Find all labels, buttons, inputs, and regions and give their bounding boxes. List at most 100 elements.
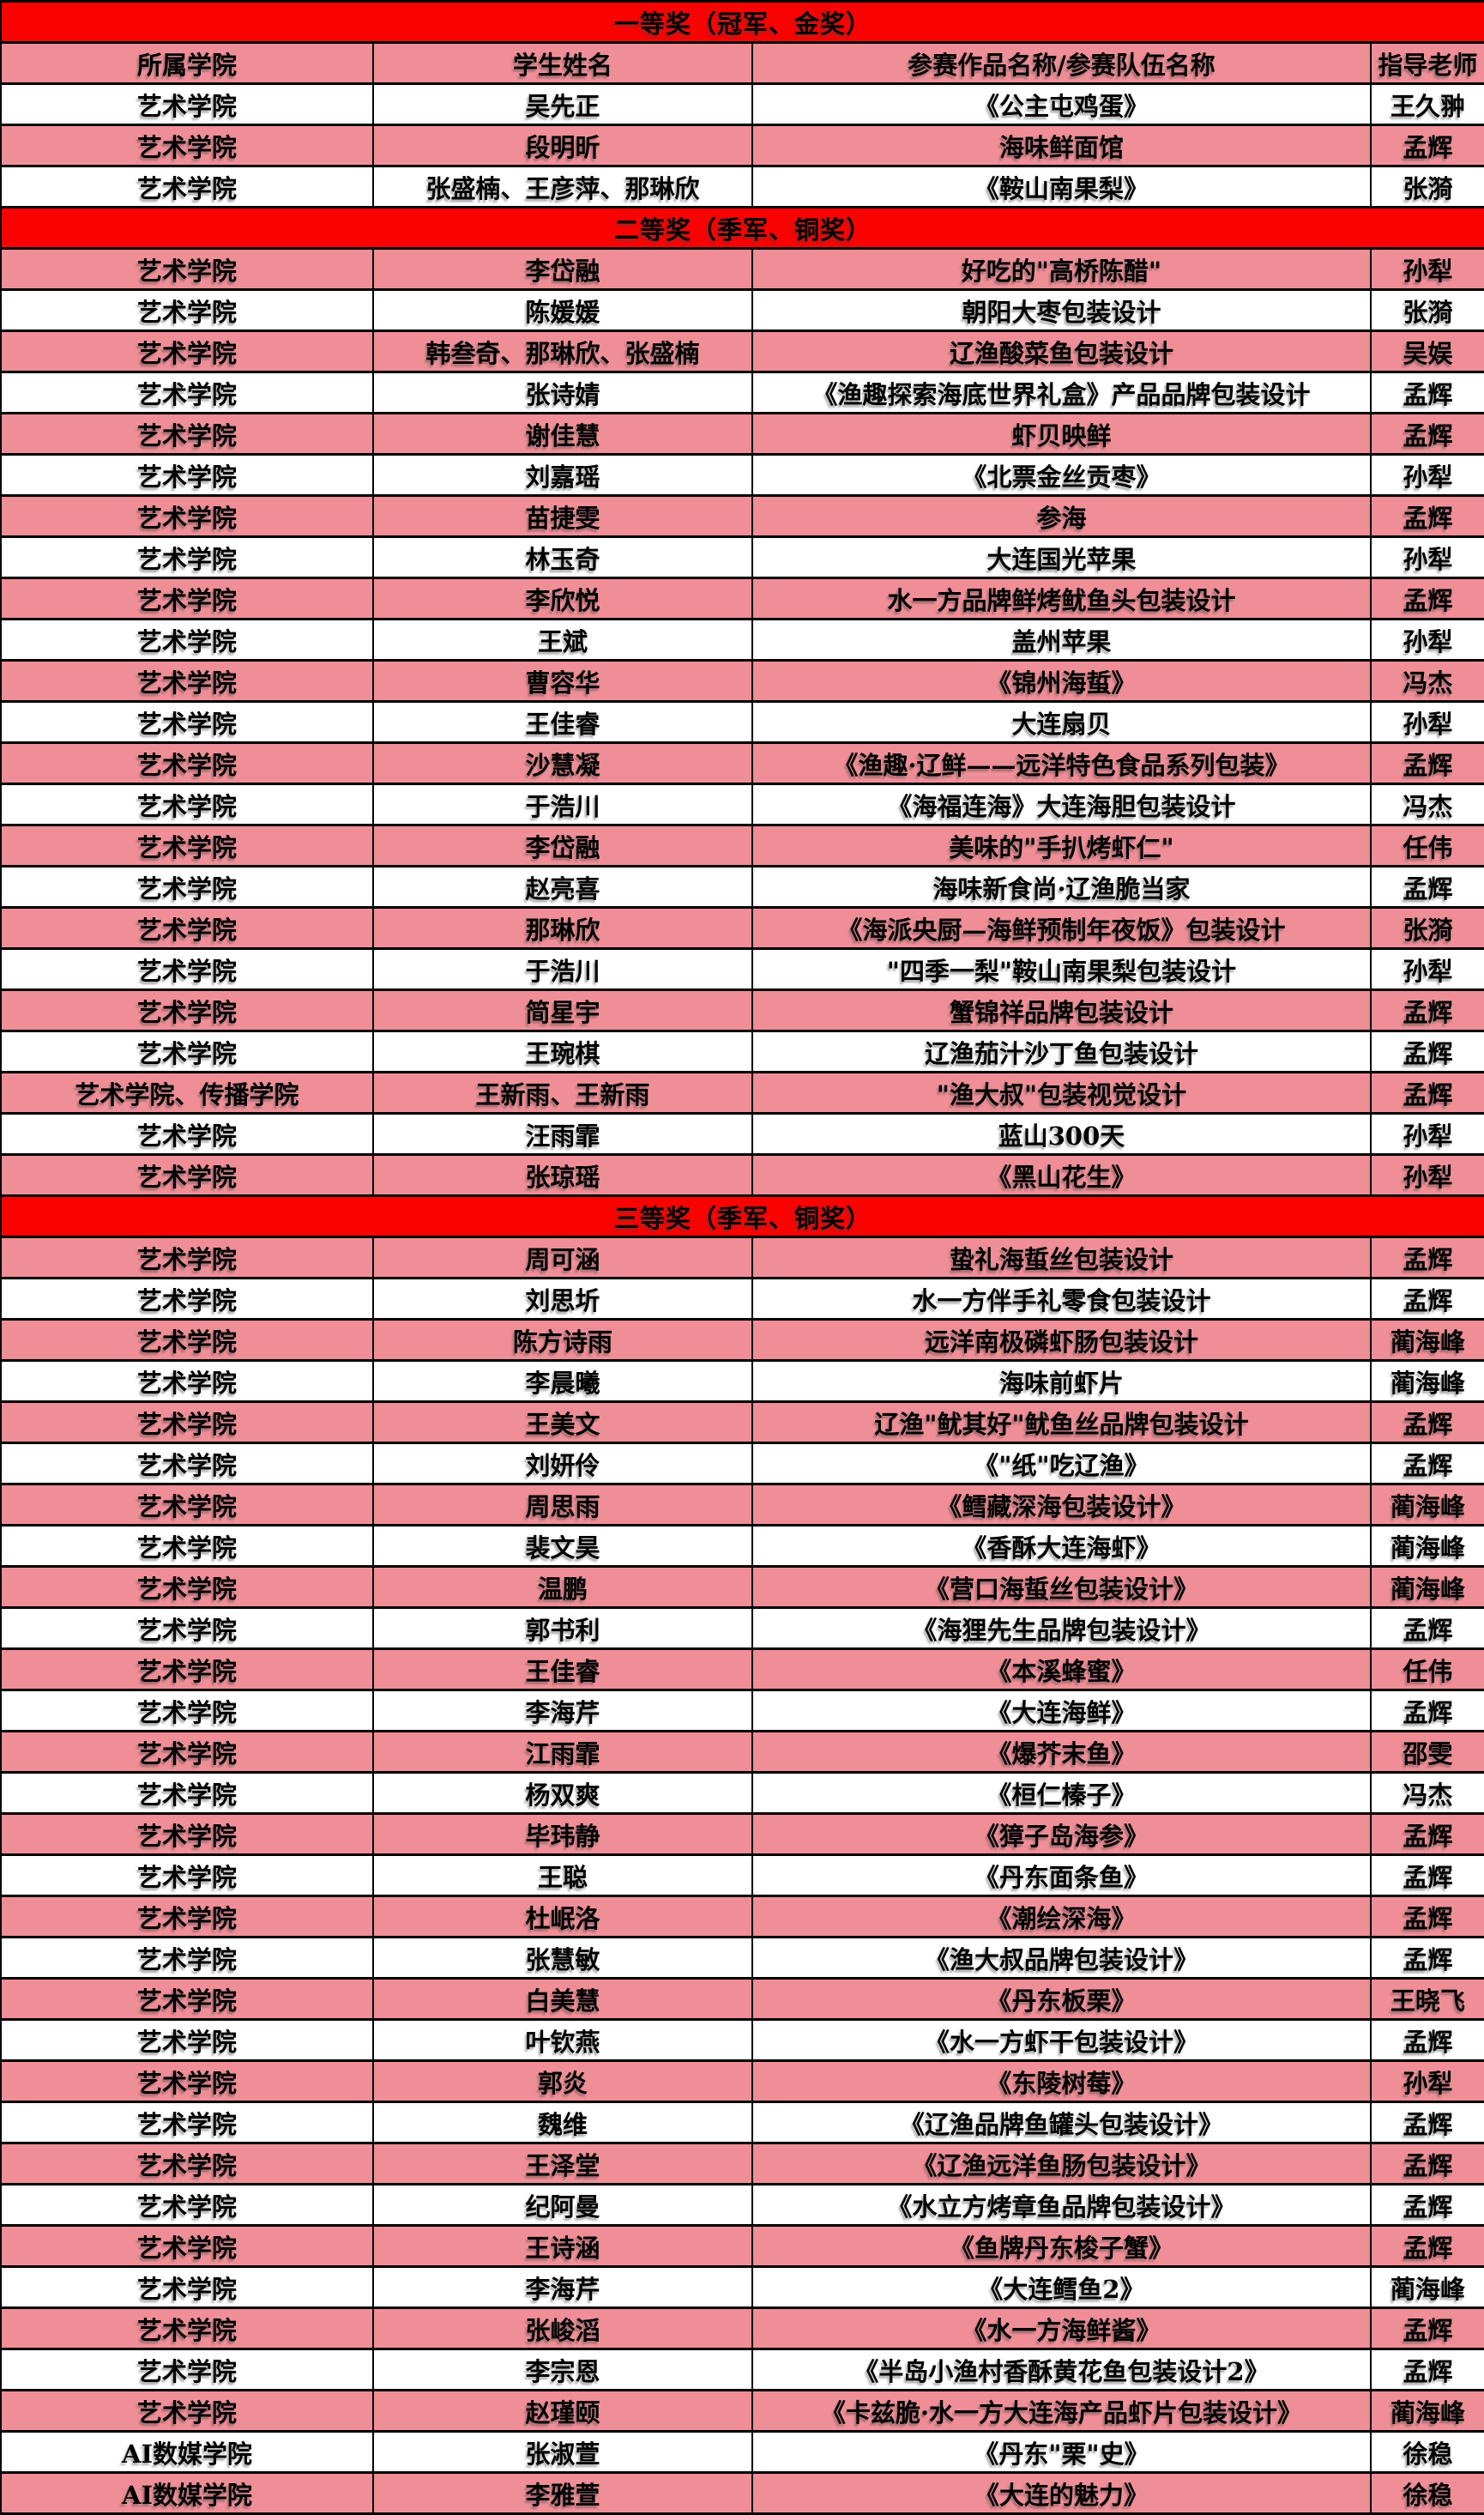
table-row: 艺术学院 张诗婧 《渔趣探索海底世界礼盒》产品品牌包装设计 孟辉 xyxy=(0,371,1484,414)
college-cell: 艺术学院 xyxy=(0,288,374,332)
college-cell: 艺术学院 xyxy=(0,165,374,209)
student-cell: 那琳欣 xyxy=(372,906,753,950)
teacher-cell: 孟辉 xyxy=(1369,577,1484,620)
table-row: 艺术学院 王斌 盖州苹果 孙犁 xyxy=(0,618,1484,662)
work-cell: "四季一梨"鞍山南果梨包装设计 xyxy=(751,947,1372,991)
table-row: 艺术学院 杨双爽 《桓仁榛子》 冯杰 xyxy=(0,1771,1484,1815)
work-cell: 虾贝映鲜 xyxy=(751,412,1372,456)
teacher-cell: 孟辉 xyxy=(1369,1442,1484,1485)
teacher-cell: 吴娱 xyxy=(1369,329,1484,373)
table-row: 艺术学院 谢佳慧 虾贝映鲜 孟辉 xyxy=(0,412,1484,456)
table-row: 艺术学院 纪阿曼 《水立方烤章鱼品牌包装设计》 孟辉 xyxy=(0,2183,1484,2227)
student-cell: 周可涵 xyxy=(372,1236,753,1279)
college-cell: 艺术学院 xyxy=(0,1977,374,2021)
college-cell: 艺术学院 xyxy=(0,1606,374,1650)
work-cell: 朝阳大枣包装设计 xyxy=(751,288,1372,332)
teacher-cell: 孟辉 xyxy=(1369,1400,1484,1444)
college-cell: 艺术学院 xyxy=(0,1936,374,1980)
table-row: 艺术学院 王诗涵 《鱼牌丹东梭子蟹》 孟辉 xyxy=(0,2224,1484,2268)
work-cell: 《鞍山南果梨》 xyxy=(751,165,1372,209)
college-cell: 艺术学院 xyxy=(0,1318,374,1362)
teacher-cell: 蔺海峰 xyxy=(1369,1483,1484,1527)
table-row: 艺术学院 魏维 《辽渔品牌鱼罐头包装设计》 孟辉 xyxy=(0,2101,1484,2144)
student-cell: 纪阿曼 xyxy=(372,2183,753,2227)
college-cell: 艺术学院 xyxy=(0,988,374,1032)
table-row: 艺术学院 苗捷雯 参海 孟辉 xyxy=(0,494,1484,538)
work-cell: 《营口海蜇丝包装设计》 xyxy=(751,1565,1372,1609)
table-row: 艺术学院 张盛楠、王彦萍、那琳欣 《鞍山南果梨》 张漪 xyxy=(0,165,1484,209)
teacher-cell: 徐稳 xyxy=(1369,2471,1484,2515)
work-cell: 《锦州海蜇》 xyxy=(751,659,1372,703)
college-cell: 艺术学院 xyxy=(0,2306,374,2350)
table-row: 艺术学院 吴先正 《公主屯鸡蛋》 王久翀 xyxy=(0,82,1484,126)
student-cell: 郭炎 xyxy=(372,2059,753,2103)
teacher-cell: 孟辉 xyxy=(1369,2183,1484,2227)
teacher-cell: 孙犁 xyxy=(1369,947,1484,991)
student-cell: 张淑萱 xyxy=(372,2430,753,2474)
teacher-cell: 孟辉 xyxy=(1369,1606,1484,1650)
table-row: 艺术学院 王琬棋 辽渔茄汁沙丁鱼包装设计 孟辉 xyxy=(0,1030,1484,1073)
student-cell: 王佳睿 xyxy=(372,1647,753,1691)
college-cell: 艺术学院 xyxy=(0,124,374,167)
teacher-cell: 孟辉 xyxy=(1369,865,1484,909)
section-header: 三等奖（季军、铜奖） xyxy=(0,1194,1484,1238)
teacher-cell: 孟辉 xyxy=(1369,1236,1484,1279)
college-cell: 艺术学院 xyxy=(0,453,374,497)
column-header: 指导老师 xyxy=(1369,41,1484,85)
student-cell: 刘嘉瑶 xyxy=(372,453,753,497)
work-cell: 远洋南极磷虾肠包装设计 xyxy=(751,1318,1372,1362)
column-header-row: 所属学院 学生姓名 参赛作品名称/参赛队伍名称 指导老师 xyxy=(0,41,1484,85)
college-cell: 艺术学院 xyxy=(0,1030,374,1073)
student-cell: 李雅萱 xyxy=(372,2471,753,2515)
teacher-cell: 蔺海峰 xyxy=(1369,1318,1484,1362)
work-cell: 大连国光苹果 xyxy=(751,535,1372,579)
teacher-cell: 张漪 xyxy=(1369,288,1484,332)
student-cell: 李海芹 xyxy=(372,1689,753,1732)
student-cell: 吴先正 xyxy=(372,82,753,126)
college-cell: 艺术学院 xyxy=(0,2142,374,2186)
work-cell: 《东陵树莓》 xyxy=(751,2059,1372,2103)
section-header: 二等奖（季军、铜奖） xyxy=(0,206,1484,250)
student-cell: 李岱融 xyxy=(372,247,753,291)
college-cell: 艺术学院 xyxy=(0,2265,374,2309)
teacher-cell: 孙犁 xyxy=(1369,2059,1484,2103)
teacher-cell: 孙犁 xyxy=(1369,1112,1484,1156)
college-cell: AI数媒学院 xyxy=(0,2471,374,2515)
student-cell: 王佳睿 xyxy=(372,700,753,744)
table-row: 艺术学院 刘思圻 水一方伴手礼零食包装设计 孟辉 xyxy=(0,1277,1484,1321)
college-cell: 艺术学院 xyxy=(0,494,374,538)
teacher-cell: 冯杰 xyxy=(1369,659,1484,703)
student-cell: 陈媛媛 xyxy=(372,288,753,332)
college-cell: 艺术学院 xyxy=(0,2059,374,2103)
teacher-cell: 孟辉 xyxy=(1369,124,1484,167)
table-row: 艺术学院 李宗恩 《半岛小渔村香酥黄花鱼包装设计2》 孟辉 xyxy=(0,2348,1484,2391)
college-cell: 艺术学院 xyxy=(0,865,374,909)
teacher-cell: 张漪 xyxy=(1369,165,1484,209)
table-row: 艺术学院 于浩川 《海福连海》大连海胆包装设计 冯杰 xyxy=(0,783,1484,826)
work-cell: 《鱼牌丹东梭子蟹》 xyxy=(751,2224,1372,2268)
table-row: 艺术学院 王美文 辽渔"鱿其好"鱿鱼丝品牌包装设计 孟辉 xyxy=(0,1400,1484,1444)
teacher-cell: 孟辉 xyxy=(1369,1277,1484,1321)
college-cell: 艺术学院 xyxy=(0,2183,374,2227)
teacher-cell: 孟辉 xyxy=(1369,2224,1484,2268)
table-row: AI数媒学院 张淑萱 《丹东"栗"史》 徐稳 xyxy=(0,2430,1484,2474)
college-cell: 艺术学院 xyxy=(0,741,374,785)
student-cell: 于浩川 xyxy=(372,947,753,991)
teacher-cell: 孟辉 xyxy=(1369,2348,1484,2391)
college-cell: 艺术学院 xyxy=(0,1565,374,1609)
table-row: 艺术学院 陈媛媛 朝阳大枣包装设计 张漪 xyxy=(0,288,1484,332)
teacher-cell: 孟辉 xyxy=(1369,1936,1484,1980)
table-row: 艺术学院 韩叁奇、那琳欣、张盛楠 辽渔酸菜鱼包装设计 吴娱 xyxy=(0,329,1484,373)
college-cell: 艺术学院 xyxy=(0,906,374,950)
student-cell: 李欣悦 xyxy=(372,577,753,620)
work-cell: 《卡兹脆·水一方大连海产品虾片包装设计》 xyxy=(751,2389,1372,2433)
student-cell: 李海芹 xyxy=(372,2265,753,2309)
college-cell: 艺术学院 xyxy=(0,1277,374,1321)
table-row: 艺术学院 毕玮静 《獐子岛海参》 孟辉 xyxy=(0,1812,1484,1856)
teacher-cell: 孙犁 xyxy=(1369,247,1484,291)
student-cell: 魏维 xyxy=(372,2101,753,2144)
college-cell: 艺术学院 xyxy=(0,659,374,703)
work-cell: 海味前虾片 xyxy=(751,1359,1372,1403)
work-cell: 水一方伴手礼零食包装设计 xyxy=(751,1277,1372,1321)
student-cell: 刘妍伶 xyxy=(372,1442,753,1485)
